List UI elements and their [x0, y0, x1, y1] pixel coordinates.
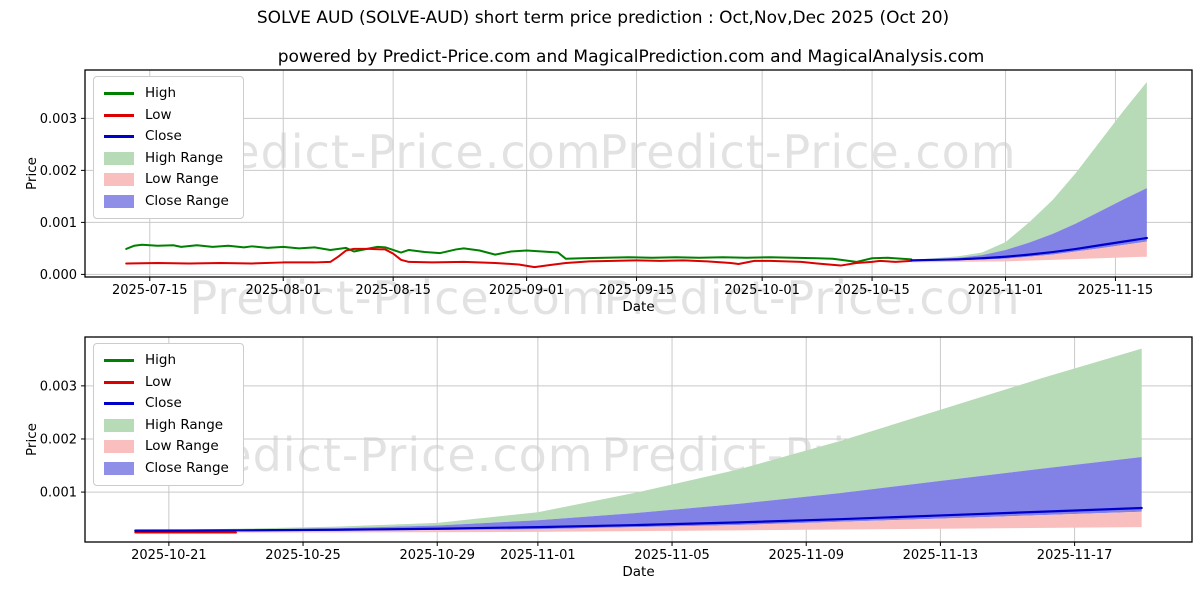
legend-top: High Low Close High Range Low Range Close Ran… — [93, 76, 244, 219]
swatch-color — [104, 402, 134, 406]
close-range-band — [135, 457, 1142, 532]
x-tick-label: 2025-09-15 — [599, 283, 675, 298]
y-tick-label: 0.001 — [40, 216, 77, 231]
legend-patch-swatch — [104, 151, 134, 165]
x-tick-label: 2025-11-17 — [1037, 548, 1113, 563]
close-range-band — [911, 188, 1147, 262]
watermark: Predict-Price.com — [603, 271, 1021, 325]
x-axis-label: Date — [622, 299, 654, 315]
legend-label: Close — [145, 128, 182, 145]
figure-subtitle: powered by Predict-Price.com and Magical… — [277, 47, 985, 67]
swatch-color — [104, 440, 134, 454]
plot-border — [84, 69, 1193, 278]
legend-line-swatch — [104, 402, 134, 406]
x-tick-label: 2025-11-01 — [968, 283, 1044, 298]
x-tick-label: 2025-10-15 — [834, 283, 910, 298]
legend-bottom: High Low Close High Range Low Range Close Ran… — [93, 343, 244, 486]
legend-item-high: High — [104, 83, 229, 105]
plot-border — [84, 336, 1193, 543]
legend-label: Low — [145, 106, 172, 123]
x-tick-label: 2025-10-29 — [399, 548, 475, 563]
x-tick-label: 2025-08-01 — [245, 283, 321, 298]
figure-title: SOLVE AUD (SOLVE-AUD) short term price p… — [256, 8, 950, 28]
legend-item-low: Low — [104, 372, 229, 394]
legend-label: Close Range — [145, 192, 229, 209]
legend-line-swatch — [104, 135, 134, 139]
legend-label: High — [145, 85, 177, 102]
legend-line-swatch — [104, 113, 134, 117]
swatch-color — [104, 173, 134, 187]
low-range-band — [911, 241, 1147, 263]
x-tick-label: 2025-10-21 — [131, 548, 207, 563]
legend-patch-swatch — [104, 461, 134, 475]
y-tick-label: 0.001 — [40, 486, 77, 501]
x-tick-label: 2025-08-15 — [355, 283, 431, 298]
legend-patch-swatch — [104, 194, 134, 208]
x-tick-label: 2025-10-25 — [265, 548, 341, 563]
x-tick-label: 2025-09-01 — [489, 283, 565, 298]
watermark: Predict-Price.com — [189, 271, 607, 325]
legend-item-low: Low — [104, 105, 229, 127]
x-tick-label: 2025-07-15 — [112, 283, 188, 298]
watermark: Predict-Price.com — [176, 428, 594, 482]
x-axis-label: Date — [622, 564, 654, 580]
high-line — [125, 243, 913, 263]
legend-item-close: Close — [104, 126, 229, 148]
legend-line-swatch — [104, 359, 134, 363]
legend-label: Close — [145, 395, 182, 412]
top-chart: 2025-07-15 2025-08-01 2025-08-15 2025-09-01… — [24, 69, 1193, 315]
y-tick-label: 0.003 — [40, 379, 77, 394]
close-line — [910, 236, 1148, 262]
y-tick-label: 0.002 — [40, 432, 77, 447]
swatch-color — [104, 194, 134, 208]
legend-patch-swatch — [104, 418, 134, 432]
x-tick-label: 2025-11-05 — [634, 548, 710, 563]
x-tick-label: 2025-11-15 — [1078, 283, 1154, 298]
swatch-color — [104, 380, 134, 384]
swatch-color — [104, 418, 134, 432]
x-tick-label: 2025-11-01 — [500, 548, 576, 563]
y-tick-label: 0.003 — [40, 112, 77, 127]
swatch-color — [104, 359, 134, 363]
legend-line-swatch — [104, 380, 134, 384]
low-range-band — [135, 511, 1142, 533]
legend-item-low-range: Low Range — [104, 436, 229, 458]
legend-label: High — [145, 352, 177, 369]
high-range-band — [135, 348, 1142, 531]
legend-patch-swatch — [104, 173, 134, 187]
legend-label: Close Range — [145, 459, 229, 476]
legend-label: High Range — [145, 149, 224, 166]
low-line — [125, 247, 913, 269]
x-tick-label: 2025-11-13 — [903, 548, 979, 563]
y-tick-label: 0.002 — [40, 164, 77, 179]
y-axis-label: Price — [24, 157, 40, 190]
legend-item-high-range: High Range — [104, 148, 229, 170]
high-range-band — [911, 81, 1147, 261]
legend-item-low-range: Low Range — [104, 169, 229, 191]
legend-item-high-range: High Range — [104, 415, 229, 437]
swatch-color — [104, 113, 134, 117]
swatch-color — [104, 151, 134, 165]
legend-item-close-range: Close Range — [104, 458, 229, 480]
y-tick-label: 0.000 — [40, 268, 77, 283]
close-line — [134, 506, 1143, 532]
y-axis-label: Price — [24, 423, 40, 456]
legend-label: Low Range — [145, 438, 219, 455]
legend-item-close: Close — [104, 393, 229, 415]
legend-item-close-range: Close Range — [104, 191, 229, 213]
legend-line-swatch — [104, 92, 134, 96]
swatch-color — [104, 135, 134, 139]
legend-label: Low Range — [145, 171, 219, 188]
legend-label: High Range — [145, 416, 224, 433]
x-tick-label: 2025-10-01 — [724, 283, 800, 298]
swatch-color — [104, 461, 134, 475]
legend-label: Low — [145, 373, 172, 390]
legend-patch-swatch — [104, 440, 134, 454]
legend-item-high: High — [104, 350, 229, 372]
swatch-color — [104, 92, 134, 96]
x-tick-label: 2025-11-09 — [768, 548, 844, 563]
